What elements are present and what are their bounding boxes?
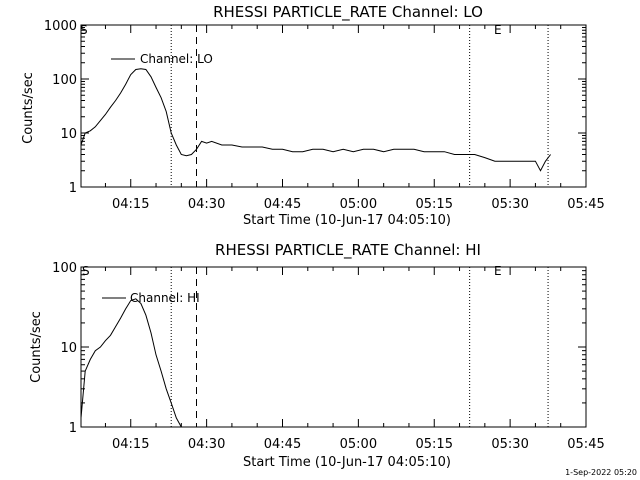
y-tick-label: 1 (69, 421, 77, 436)
x-tick-label: 05:30 (491, 197, 528, 212)
chart-panel-hi: RHESSI PARTICLE_RATE Channel: HI Counts/… (29, 241, 605, 470)
footer-date: 1-Sep-2022 05:20 (565, 468, 637, 477)
x-axis-label: Start Time (10-Jun-17 04:05:10) (243, 455, 451, 470)
chart-panel-lo: RHESSI PARTICLE_RATE Channel: LO Counts/… (21, 3, 605, 228)
x-tick-label: 04:45 (264, 197, 301, 212)
x-tick-label: 05:00 (340, 197, 377, 212)
marker-start-label: S (82, 264, 90, 278)
axes: 04:15 04:30 04:45 05:00 05:15 05:30 05:45 1 10 10… (52, 261, 605, 452)
legend-label: Channel: LO (140, 52, 213, 66)
plot-frame (80, 24, 587, 188)
axes: 04:15 04:30 04:45 05:00 05:15 05:30 05:45 1 10 10… (44, 19, 605, 212)
x-tick-label: 05:15 (416, 197, 453, 212)
y-tick-label: 10 (60, 341, 77, 356)
y-tick-label: 1 (69, 181, 77, 196)
x-tick-label: 04:15 (112, 437, 149, 452)
series-line (80, 298, 182, 428)
y-tick-label: 10 (60, 127, 77, 142)
x-tick-label: 04:45 (264, 437, 301, 452)
y-tick-label: 1000 (44, 19, 77, 34)
chart-title: RHESSI PARTICLE_RATE Channel: LO (213, 3, 483, 22)
x-tick-label: 05:45 (567, 197, 604, 212)
series-line (80, 68, 551, 172)
marker-end-label: E (494, 264, 502, 278)
y-axis-label: Counts/sec (21, 72, 36, 144)
x-tick-label: 05:00 (340, 437, 377, 452)
x-axis-label: Start Time (10-Jun-17 04:05:10) (243, 213, 451, 228)
legend-label: Channel: HI (130, 291, 200, 305)
x-tick-label: 04:15 (112, 197, 149, 212)
x-tick-label: 05:30 (491, 437, 528, 452)
x-tick-label: 04:30 (188, 437, 225, 452)
y-axis-label: Counts/sec (29, 311, 44, 383)
x-tick-label: 04:30 (188, 197, 225, 212)
chart-title: RHESSI PARTICLE_RATE Channel: HI (215, 241, 481, 260)
marker-end-label: E (494, 23, 502, 37)
x-tick-label: 05:15 (416, 437, 453, 452)
y-tick-label: 100 (52, 261, 77, 276)
x-tick-label: 05:45 (567, 437, 604, 452)
y-tick-label: 100 (52, 73, 77, 88)
